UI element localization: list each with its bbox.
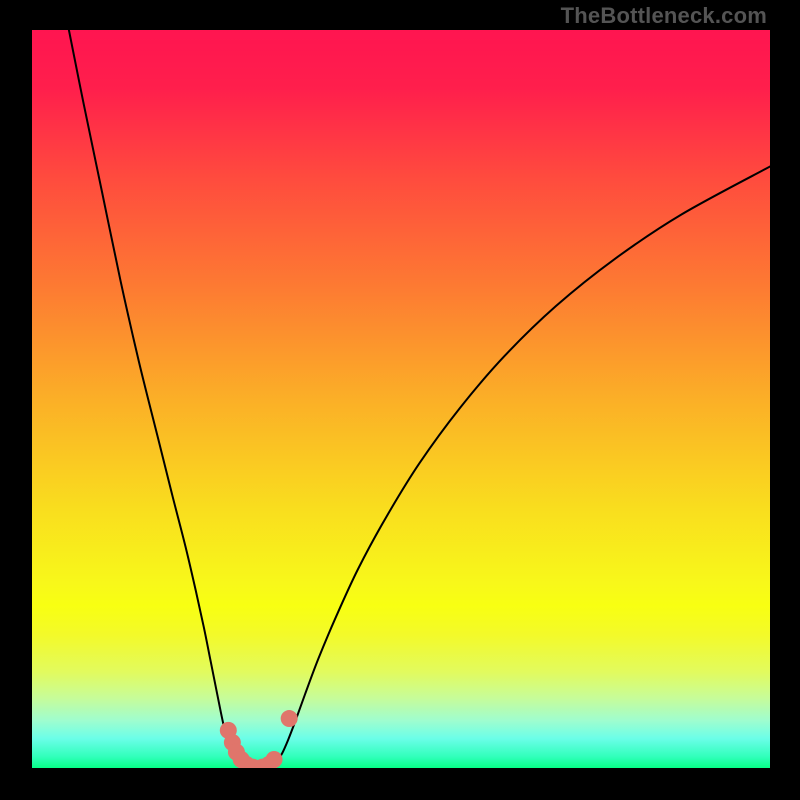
- chart-svg: [32, 30, 770, 768]
- watermark-text: TheBottleneck.com: [561, 3, 767, 29]
- valley-marker: [266, 751, 283, 768]
- gradient-background: [32, 30, 770, 768]
- chart-plot-area: [32, 30, 770, 768]
- valley-marker: [281, 710, 298, 727]
